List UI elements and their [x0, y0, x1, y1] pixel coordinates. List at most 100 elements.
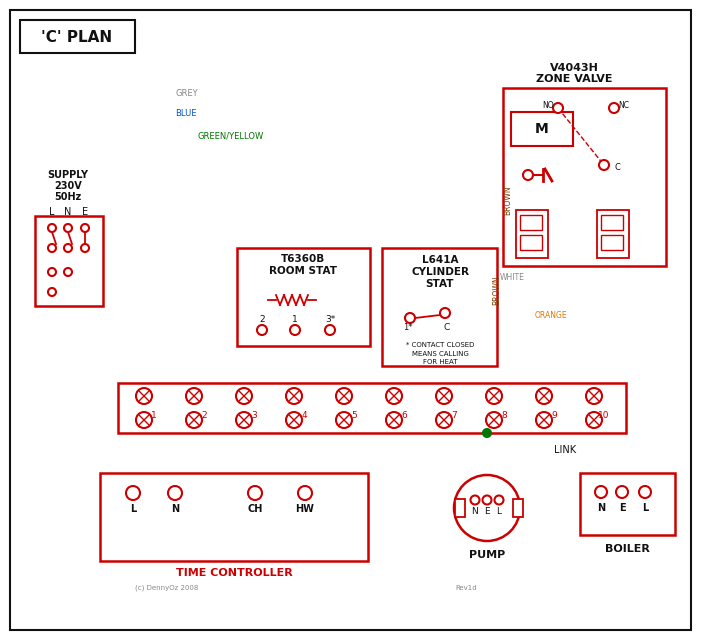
Bar: [35, 216, 103, 306]
Bar: [118, 383, 626, 433]
Circle shape: [64, 268, 72, 276]
Text: BLUE: BLUE: [175, 110, 197, 119]
Circle shape: [436, 412, 452, 428]
Text: V4043H: V4043H: [550, 63, 598, 73]
Text: 9: 9: [551, 410, 557, 419]
Circle shape: [236, 412, 252, 428]
Text: MEANS CALLING: MEANS CALLING: [411, 351, 468, 357]
Circle shape: [186, 412, 202, 428]
Bar: [513, 499, 523, 517]
Circle shape: [482, 495, 491, 504]
Text: GREY: GREY: [175, 90, 198, 99]
Bar: [503, 88, 666, 266]
Circle shape: [286, 388, 302, 404]
Text: BOILER: BOILER: [604, 544, 649, 554]
Bar: [511, 112, 573, 146]
Circle shape: [523, 170, 533, 180]
Text: * CONTACT CLOSED: * CONTACT CLOSED: [406, 342, 474, 348]
Text: 6: 6: [401, 410, 407, 419]
Circle shape: [248, 486, 262, 500]
Circle shape: [436, 388, 452, 404]
Bar: [516, 210, 548, 258]
Text: 5: 5: [351, 410, 357, 419]
Circle shape: [236, 388, 252, 404]
Circle shape: [386, 412, 402, 428]
Text: 230V: 230V: [54, 181, 82, 191]
Circle shape: [136, 412, 152, 428]
Circle shape: [595, 486, 607, 498]
Circle shape: [48, 224, 56, 232]
Text: L641A: L641A: [422, 255, 458, 265]
Text: ZONE VALVE: ZONE VALVE: [536, 74, 612, 84]
Bar: [237, 248, 370, 346]
Circle shape: [586, 412, 602, 428]
Text: GREEN/YELLOW: GREEN/YELLOW: [197, 131, 263, 140]
Text: 'C' PLAN: 'C' PLAN: [41, 29, 112, 44]
Circle shape: [48, 268, 56, 276]
Circle shape: [405, 313, 415, 323]
Bar: [601, 215, 623, 230]
Circle shape: [586, 388, 602, 404]
Text: WHITE: WHITE: [500, 274, 525, 283]
Circle shape: [483, 429, 491, 437]
Circle shape: [486, 412, 502, 428]
Text: E: E: [82, 207, 88, 217]
Text: T6360B: T6360B: [281, 254, 325, 264]
Text: 2: 2: [201, 410, 207, 419]
Text: N: N: [171, 504, 179, 514]
Circle shape: [609, 103, 619, 113]
Circle shape: [440, 308, 450, 318]
Bar: [520, 215, 542, 230]
Text: L: L: [49, 207, 55, 217]
Text: N: N: [65, 207, 72, 217]
Circle shape: [136, 388, 152, 404]
Text: CH: CH: [247, 504, 263, 514]
Text: 7: 7: [451, 410, 457, 419]
Text: BROWN: BROWN: [503, 185, 512, 215]
Text: M: M: [535, 122, 549, 136]
Text: NO: NO: [542, 101, 554, 110]
Circle shape: [639, 486, 651, 498]
Circle shape: [81, 244, 89, 252]
Text: 4: 4: [301, 410, 307, 419]
Circle shape: [81, 224, 89, 232]
Circle shape: [168, 486, 182, 500]
Text: 1: 1: [292, 315, 298, 324]
Circle shape: [298, 486, 312, 500]
Circle shape: [386, 388, 402, 404]
Circle shape: [336, 412, 352, 428]
Circle shape: [186, 388, 202, 404]
Text: NC: NC: [618, 101, 630, 110]
Circle shape: [494, 495, 503, 504]
Text: E: E: [618, 503, 625, 513]
Text: C: C: [614, 163, 620, 172]
Text: N: N: [472, 508, 478, 517]
Text: BROWN: BROWN: [493, 275, 501, 305]
Bar: [520, 235, 542, 250]
Text: L: L: [496, 508, 501, 517]
Bar: [601, 235, 623, 250]
Circle shape: [64, 224, 72, 232]
Circle shape: [290, 325, 300, 335]
Circle shape: [454, 475, 520, 541]
Circle shape: [126, 486, 140, 500]
Text: C: C: [444, 322, 450, 331]
Circle shape: [336, 388, 352, 404]
Text: (c) DennyOz 2008: (c) DennyOz 2008: [135, 585, 199, 591]
Text: SUPPLY: SUPPLY: [48, 170, 88, 180]
Circle shape: [536, 412, 552, 428]
Circle shape: [325, 325, 335, 335]
Bar: [580, 473, 675, 535]
Circle shape: [536, 388, 552, 404]
Bar: [382, 248, 497, 366]
Text: ORANGE: ORANGE: [535, 310, 568, 319]
Circle shape: [48, 288, 56, 296]
Bar: [597, 210, 629, 258]
Circle shape: [486, 388, 502, 404]
Circle shape: [257, 325, 267, 335]
Text: Rev1d: Rev1d: [455, 585, 477, 591]
Text: 50Hz: 50Hz: [54, 192, 81, 202]
Text: L: L: [130, 504, 136, 514]
Text: STAT: STAT: [425, 279, 454, 289]
Text: 1*: 1*: [403, 324, 413, 333]
